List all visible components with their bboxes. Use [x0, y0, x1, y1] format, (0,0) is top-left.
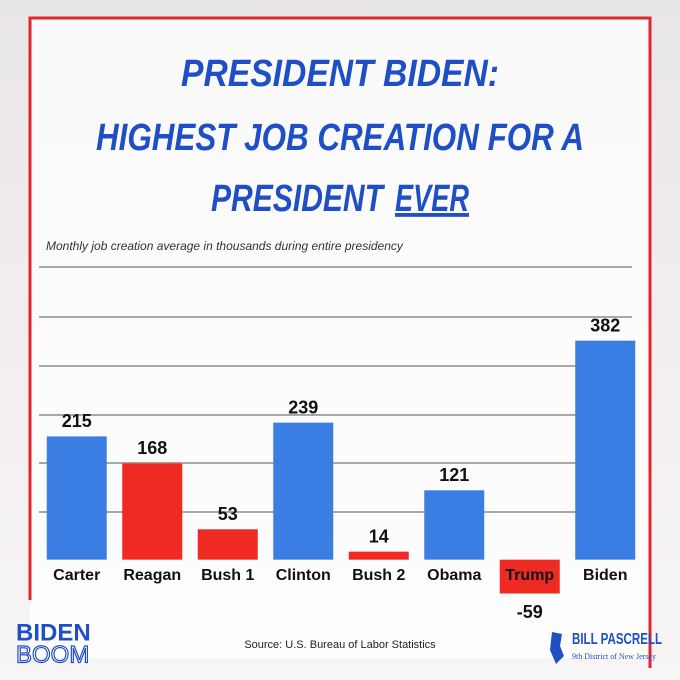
logo-text: 9th District of New Jersey — [572, 652, 656, 661]
bar — [197, 529, 258, 560]
bar — [348, 551, 409, 560]
title-line: PRESIDENT — [211, 178, 385, 220]
title: PRESIDENT BIDEN: HIGHEST JOB CREATION FO… — [96, 53, 584, 220]
value-label: 239 — [288, 397, 318, 417]
x-tick-label: Bush 1 — [201, 567, 254, 584]
plot: 215 168 53 239 14 121 -59 382 Carter Reagan Bush 1… — [46, 315, 636, 622]
logo-text: BIDEN — [16, 619, 91, 646]
x-tick-label: Trump — [505, 567, 554, 584]
value-label: 121 — [439, 465, 469, 485]
value-label: 215 — [62, 411, 92, 431]
bar — [499, 559, 560, 594]
frame — [28, 16, 652, 668]
bar — [273, 422, 334, 560]
bar — [424, 490, 485, 560]
value-label: 382 — [590, 315, 620, 335]
logo-text: BILL PASCRELL — [572, 631, 662, 648]
bar — [46, 436, 107, 560]
x-tick-label: Obama — [427, 567, 481, 584]
value-label: 53 — [218, 504, 238, 524]
x-tick-label: Reagan — [123, 567, 181, 584]
value-label: 14 — [369, 526, 389, 546]
grid — [39, 266, 632, 513]
x-tick-label: Bush 2 — [352, 567, 405, 584]
value-label: -59 — [517, 602, 543, 622]
title-line: HIGHEST JOB CREATION FOR A — [96, 117, 584, 159]
x-tick-label: Carter — [53, 567, 100, 584]
x-tick-label: Biden — [583, 567, 627, 584]
x-tick-label: Clinton — [276, 567, 331, 584]
source: Source: U.S. Bureau of Labor Statistics — [244, 639, 436, 651]
title-emphasis: EVER — [395, 178, 469, 220]
logo-text: BOOM — [16, 641, 89, 668]
logo-map — [550, 632, 564, 664]
bar — [122, 463, 183, 560]
bar — [575, 340, 636, 560]
subtitle: Monthly job creation average in thousand… — [46, 239, 404, 253]
title-line: PRESIDENT BIDEN: — [181, 53, 499, 95]
value-label: 168 — [137, 438, 167, 458]
